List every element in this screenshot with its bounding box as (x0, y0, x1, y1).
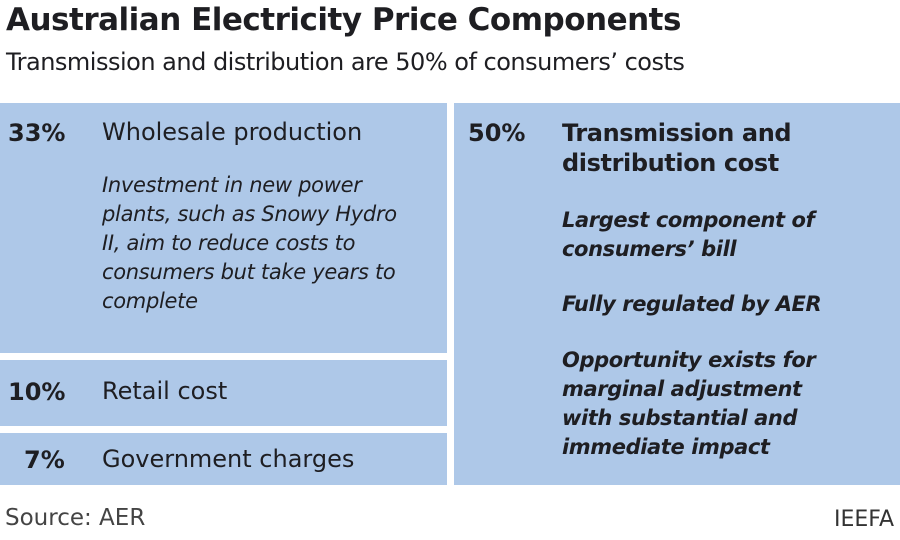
brand-logo: IEEFA (834, 507, 894, 532)
source-note: Source: AER (5, 505, 146, 531)
label-retail: Retail cost (102, 377, 228, 405)
note-transmission-3: Opportunity exists for marginal adjustme… (562, 348, 816, 459)
label-transmission: Transmission and distribution cost (562, 119, 792, 177)
box-wholesale: 33% Wholesale production Investment in n… (0, 103, 447, 353)
pct-wholesale: 33% (8, 119, 66, 147)
box-transmission: 50% Transmission and distribution cost L… (454, 103, 900, 485)
note-wholesale: Investment in new power plants, such as … (102, 173, 397, 313)
pct-retail: 10% (8, 378, 66, 406)
box-retail: 10% Retail cost (0, 360, 447, 426)
pct-government: 7% (24, 446, 65, 474)
label-wholesale: Wholesale production (102, 118, 363, 146)
box-government: 7% Government charges (0, 433, 447, 485)
note-transmission-1: Largest component of consumers’ bill (562, 208, 815, 261)
note-transmission-2: Fully regulated by AER (562, 292, 822, 316)
pct-transmission: 50% (468, 119, 526, 147)
page-subtitle: Transmission and distribution are 50% of… (6, 48, 685, 76)
label-government: Government charges (102, 445, 355, 473)
page-title: Australian Electricity Price Components (6, 2, 681, 38)
